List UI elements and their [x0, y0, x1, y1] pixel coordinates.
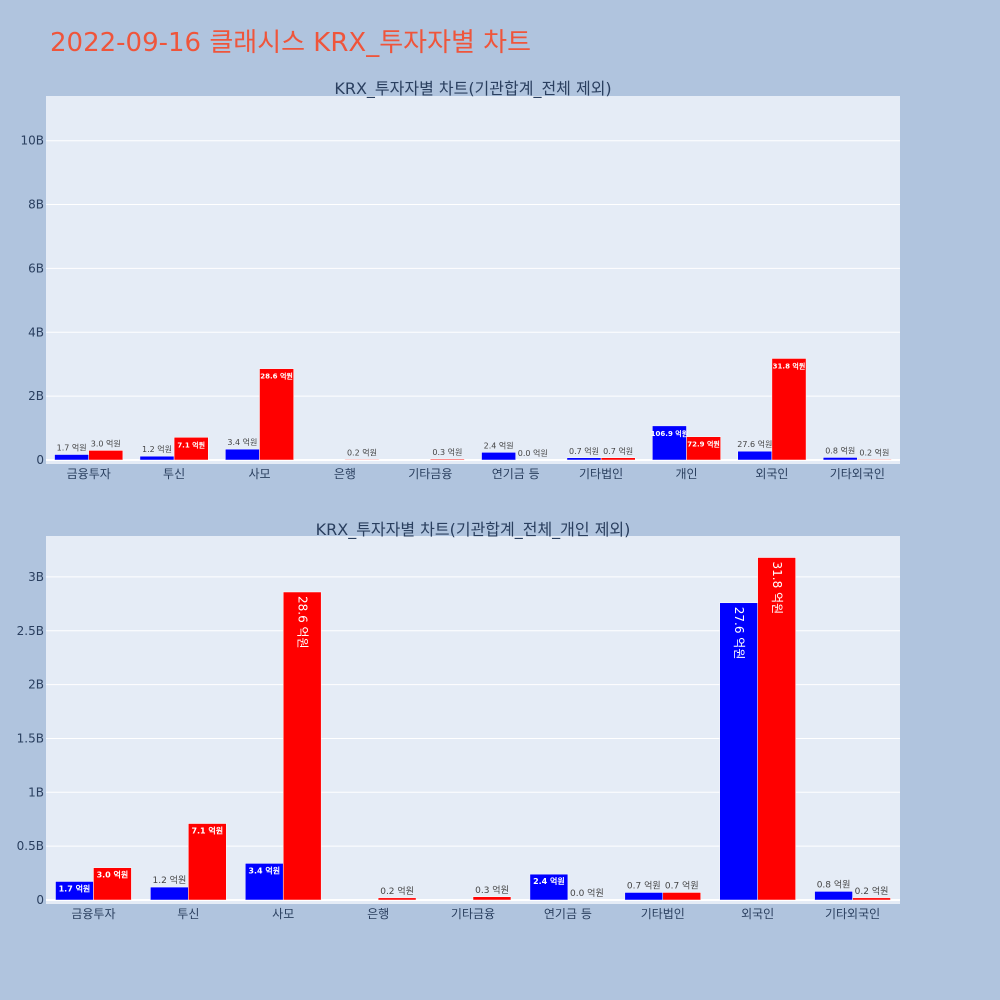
bar-value-label: 1.7 억원	[57, 443, 87, 453]
x-tick-label: 연기금 등	[544, 907, 592, 921]
x-tick-label: 사모	[272, 907, 294, 921]
bar-value-label: 28.6 억원	[260, 372, 293, 381]
buy-bar	[624, 892, 664, 901]
bar-value-label: 0.2 억원	[380, 885, 414, 897]
sell-bar	[430, 458, 465, 461]
bar-value-label: 106.9 억원	[651, 429, 688, 438]
bar-value-label: 0.2 억원	[859, 447, 889, 457]
x-tick-label: 기타금융	[408, 467, 452, 481]
bar-value-label: 3.4 억원	[227, 437, 257, 447]
y-tick-label: 2B	[28, 389, 44, 403]
sell-bar	[282, 591, 322, 901]
sell-bar	[757, 557, 796, 901]
x-tick-label: 기타외국인	[825, 907, 880, 921]
bar-value-label: 0.8 억원	[817, 878, 851, 890]
buy-bar	[822, 457, 858, 461]
bar-value-label: 0.7 억원	[665, 879, 699, 891]
x-tick-label: 금융투자	[71, 907, 115, 921]
y-tick-label: 1B	[28, 785, 44, 799]
x-tick-label: 은행	[367, 906, 389, 921]
x-tick-label: 은행	[334, 466, 356, 481]
sell-bar	[188, 823, 227, 901]
y-tick-label: 0.5B	[17, 839, 44, 853]
x-tick-label: 금융투자	[67, 467, 111, 481]
bar-value-label: 31.8 억원	[770, 562, 784, 615]
sell-bar	[259, 368, 294, 461]
x-tick-label: 기타외국인	[830, 467, 885, 481]
y-tick-label: 0	[36, 453, 44, 467]
y-tick-label: 2B	[28, 678, 44, 692]
bar-value-label: 27.6 억원	[732, 607, 746, 660]
x-tick-label: 투신	[163, 467, 185, 481]
bar-value-label: 1.7 억원	[59, 883, 91, 893]
buy-bar	[150, 886, 189, 901]
y-tick-label: 6B	[28, 261, 44, 275]
chart-title: KRX_투자자별 차트(기관합계_전체 제외)	[334, 79, 611, 99]
sell-bar	[377, 897, 417, 901]
y-tick-label: 1.5B	[17, 731, 44, 745]
bar-value-label: 1.2 억원	[152, 874, 186, 886]
bar-value-label: 0.7 억원	[627, 879, 661, 891]
bar-value-label: 31.8 억원	[773, 361, 806, 370]
x-tick-label: 외국인	[755, 467, 788, 481]
chart-title: KRX_투자자별 차트(기관합계_전체_개인 제외)	[316, 520, 631, 540]
bar-value-label: 0.0 억원	[518, 448, 548, 458]
plot-area	[46, 96, 900, 464]
sell-bar	[857, 459, 892, 461]
sell-bar	[852, 897, 891, 901]
bar-value-label: 0.2 억원	[347, 447, 377, 457]
x-tick-label: 투신	[177, 907, 199, 921]
y-tick-label: 10B	[20, 134, 44, 148]
bar-value-label: 0.7 억원	[603, 446, 633, 456]
sell-bar	[662, 892, 701, 901]
bar-value-label: 0.3 억원	[475, 884, 509, 896]
buy-bar	[652, 425, 687, 461]
buy-bar	[529, 873, 569, 901]
bar-value-label: 0.0 억원	[570, 887, 604, 899]
y-tick-label: 8B	[28, 198, 44, 212]
bar-value-label: 72.9 억원	[687, 440, 720, 449]
bar-value-label: 28.6 억원	[296, 596, 310, 649]
buy-bar	[719, 602, 758, 901]
bar-value-label: 0.2 억원	[855, 885, 889, 897]
sell-bar	[344, 459, 380, 461]
x-tick-label: 외국인	[741, 907, 774, 921]
x-tick-label: 기타금융	[451, 907, 495, 921]
y-tick-label: 0	[36, 893, 44, 907]
y-tick-label: 3B	[28, 570, 44, 584]
x-tick-label: 기타법인	[579, 467, 623, 481]
buy-bar	[814, 891, 853, 901]
sell-bar	[771, 358, 807, 461]
sell-bar	[173, 437, 209, 461]
sell-bar	[88, 450, 124, 461]
bar-value-label: 7.1 억원	[177, 440, 205, 449]
bar-value-label: 0.7 억원	[569, 446, 599, 456]
y-tick-label: 2.5B	[17, 624, 44, 638]
x-tick-label: 개인	[675, 467, 697, 481]
bar-value-label: 7.1 억원	[191, 826, 223, 836]
bar-value-label: 0.8 억원	[825, 445, 855, 455]
y-tick-label: 4B	[28, 325, 44, 339]
bar-value-label: 1.2 억원	[142, 444, 172, 454]
bar-value-label: 2.4 억원	[484, 440, 514, 450]
buy-bar	[481, 452, 516, 461]
page-title: 2022-09-16 클래시스 KRX_투자자별 차트	[50, 28, 532, 58]
sell-bar	[600, 457, 636, 461]
bar-value-label: 27.6 억원	[737, 439, 772, 449]
bar-value-label: 3.0 억원	[97, 870, 129, 880]
buy-bar	[245, 863, 284, 901]
bar-value-label: 3.0 억원	[91, 438, 121, 448]
x-tick-label: 기타법인	[641, 907, 685, 921]
bar-value-label: 2.4 억원	[533, 876, 565, 886]
sell-bar	[686, 436, 721, 461]
sell-bar	[93, 867, 132, 901]
bar-value-label: 3.4 억원	[248, 865, 280, 875]
x-tick-label: 연기금 등	[492, 467, 540, 481]
sell-bar	[472, 896, 512, 901]
bar-value-label: 0.3 억원	[432, 447, 462, 457]
x-tick-label: 사모	[248, 467, 270, 481]
